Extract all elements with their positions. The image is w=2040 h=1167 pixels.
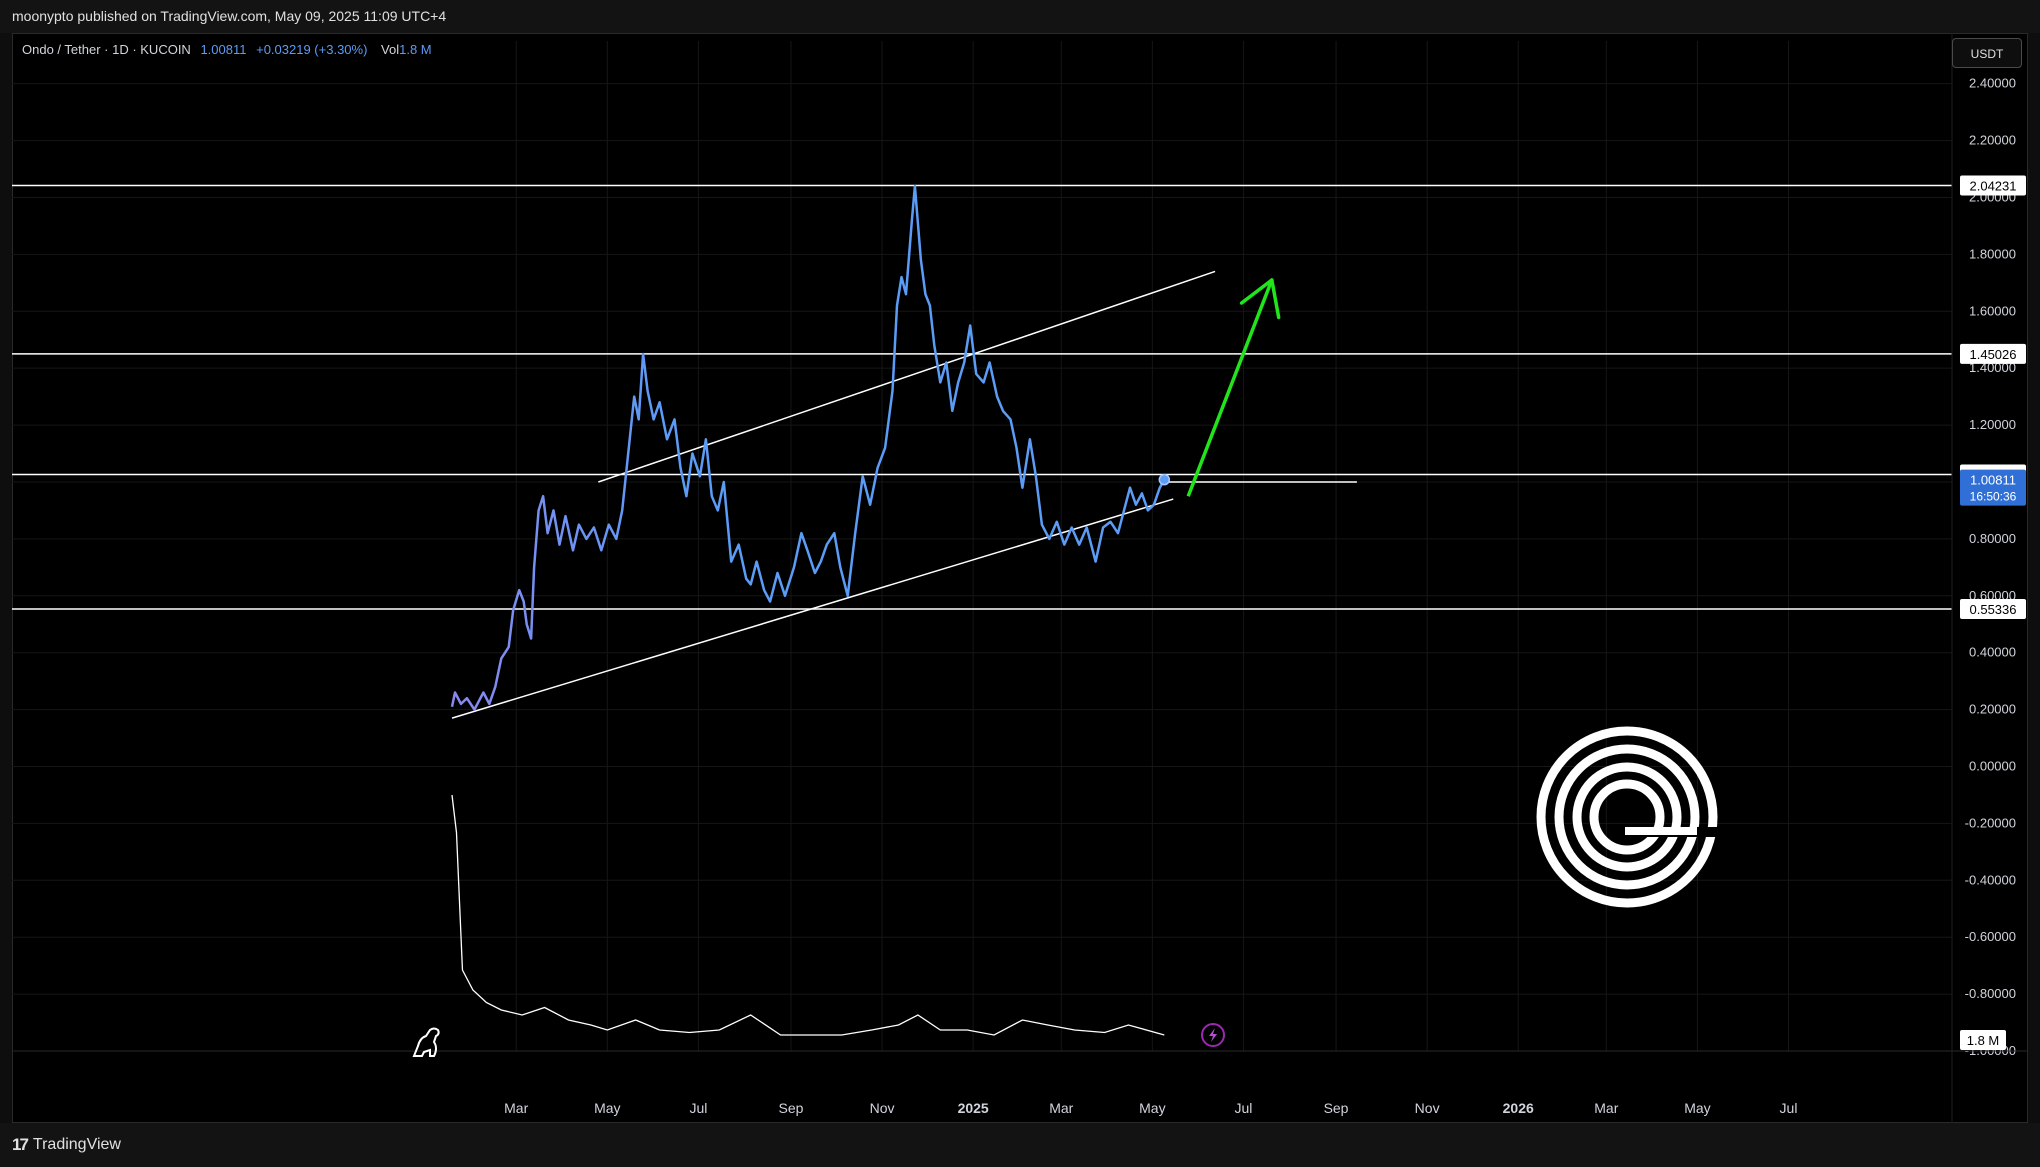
- symbol-label[interactable]: Ondo / Tether · 1D · KUCOIN: [22, 42, 191, 57]
- x-tick-label: Jul: [1780, 1100, 1798, 1116]
- ondo-logo-icon: [1536, 726, 1722, 908]
- channel-line: [451, 498, 1174, 719]
- volume-tag: [1960, 1030, 2006, 1050]
- arrow-layer: [1186, 278, 1281, 497]
- volume-label: Vol: [381, 42, 400, 57]
- level-tag-label: 0.55336: [1970, 602, 2017, 617]
- price-layer: [450, 184, 1171, 711]
- y-tick-label: -0.80000: [1965, 986, 2016, 1001]
- x-tick-label: May: [1684, 1100, 1710, 1116]
- x-tick-label: May: [1139, 1100, 1165, 1116]
- y-tick-label: 2.40000: [1969, 76, 2016, 91]
- chart-frame[interactable]: [12, 33, 2028, 1123]
- volume-layer: [451, 794, 1165, 1036]
- level-tag: [1960, 343, 2026, 364]
- lightning-icon[interactable]: [1201, 1023, 1225, 1047]
- tradingview-logo-icon: 17: [12, 1135, 29, 1154]
- x-tick-label: Mar: [1049, 1100, 1073, 1116]
- price-chart[interactable]: 2.400002.200002.000001.800001.600001.400…: [12, 33, 2028, 1123]
- y-tick-label: 1.40000: [1969, 360, 2016, 375]
- x-tick-label: Nov: [1415, 1100, 1440, 1116]
- x-tick-label: Sep: [1324, 1100, 1349, 1116]
- arrow-head: [1270, 278, 1281, 320]
- footer: 17 TradingView: [0, 1123, 2040, 1167]
- y-tick-label: 0.20000: [1969, 702, 2016, 717]
- y-tick-label: -0.40000: [1965, 872, 2016, 887]
- last-price: 1.00811: [200, 42, 247, 57]
- x-tick-label: Jul: [1234, 1100, 1252, 1116]
- y-tick-label: 0.40000: [1969, 645, 2016, 660]
- chart-legend: Ondo / Tether · 1D · KUCOIN 1.00811 +0.0…: [22, 42, 432, 57]
- x-tick-label: 2025: [958, 1100, 989, 1116]
- y-tick-label: 1.60000: [1969, 303, 2016, 318]
- countdown-label: 16:50:36: [1970, 490, 2017, 504]
- arrow-head: [1239, 278, 1274, 305]
- y-tick-label: 0.80000: [1969, 531, 2016, 546]
- levels-layer: [12, 184, 1952, 610]
- current-price-tag: [1960, 469, 2026, 506]
- volume-value: 1.8 M: [399, 42, 432, 57]
- volume-line: [451, 794, 1165, 1036]
- tags-layer: 2.042311.450261.026110.553361.0081116:50…: [1960, 175, 2026, 1050]
- level-tag-label: 2.04231: [1970, 178, 2017, 193]
- currency-button[interactable]: USDT: [1952, 38, 2022, 68]
- current-price-tag-label: 1.00811: [1970, 473, 2016, 488]
- tradingview-brand[interactable]: 17 TradingView: [12, 1135, 121, 1155]
- brand-label: TradingView: [32, 1136, 121, 1153]
- x-tick-label: Nov: [870, 1100, 895, 1116]
- y-tick-label: -0.20000: [1965, 815, 2016, 830]
- x-tick-label: 2026: [1503, 1100, 1534, 1116]
- y-tick-label: 0.60000: [1969, 588, 2016, 603]
- price-change: +0.03219 (+3.30%): [256, 42, 368, 57]
- published-header: moonypto published on TradingView.com, M…: [0, 0, 2040, 33]
- y-tick-label: 0.00000: [1969, 758, 2016, 773]
- level-tag: [1960, 175, 2026, 196]
- y-tick-label: 2.20000: [1969, 133, 2016, 148]
- x-tick-label: Jul: [689, 1100, 707, 1116]
- current-price-dot: [1158, 473, 1171, 486]
- level-tag-label: 1.45026: [1970, 347, 2017, 362]
- x-tick-label: Sep: [779, 1100, 804, 1116]
- y-tick-label: 1.80000: [1969, 246, 2016, 261]
- axis-layer: 2.400002.200002.000001.800001.600001.400…: [12, 33, 2028, 1123]
- volume-tag-label: 1.8 M: [1967, 1033, 2000, 1048]
- y-tick-label: 1.20000: [1969, 417, 2016, 432]
- projection-arrow: [1186, 279, 1274, 497]
- x-tick-label: Mar: [1594, 1100, 1618, 1116]
- price-line: [450, 184, 1166, 711]
- dinosaur-icon[interactable]: [412, 1027, 440, 1057]
- channel-line: [598, 270, 1216, 483]
- x-tick-label: Mar: [504, 1100, 528, 1116]
- level-tag: [1960, 599, 2026, 620]
- y-tick-label: -0.60000: [1965, 929, 2016, 944]
- x-tick-label: May: [594, 1100, 620, 1116]
- channel-layer: [451, 270, 1357, 719]
- published-text: moonypto published on TradingView.com, M…: [12, 8, 447, 24]
